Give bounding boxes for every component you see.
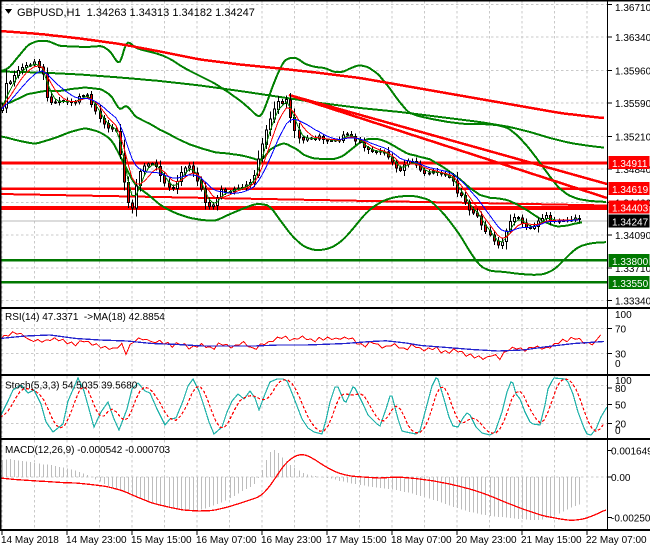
svg-text:30: 30	[615, 349, 627, 360]
svg-text:1.33800: 1.33800	[612, 257, 649, 268]
svg-text:20 May 23:00: 20 May 23:00	[456, 535, 517, 546]
svg-text:MACD(12,26,9) -0.000542 -0.000: MACD(12,26,9) -0.000542 -0.000703	[5, 445, 171, 456]
svg-text:Stoch(5,3,3) 54.5035 39.5680: Stoch(5,3,3) 54.5035 39.5680	[5, 381, 138, 392]
svg-text:1.34090: 1.34090	[615, 231, 650, 242]
svg-text:0: 0	[615, 426, 621, 437]
svg-text:1.35960: 1.35960	[615, 67, 650, 78]
svg-text:1.36340: 1.36340	[615, 33, 650, 44]
svg-text:80: 80	[615, 384, 627, 395]
svg-text:0.00: 0.00	[611, 473, 631, 484]
svg-text:1.34840: 1.34840	[615, 165, 650, 176]
svg-text:0: 0	[615, 359, 621, 370]
svg-text:18 May 07:00: 18 May 07:00	[391, 535, 452, 546]
svg-text:50: 50	[615, 401, 627, 412]
svg-text:1.34911: 1.34911	[612, 159, 648, 170]
svg-text:0.001649: 0.001649	[611, 447, 650, 458]
svg-text:16 May 07:00: 16 May 07:00	[196, 535, 257, 546]
svg-text:14 May 2018: 14 May 2018	[1, 535, 59, 546]
svg-text:GBPUSD,H1 1.34263 1.34313 1.3: GBPUSD,H1 1.34263 1.34313 1.34182 1.3424…	[17, 7, 255, 19]
svg-text:70: 70	[615, 325, 627, 336]
svg-text:1.33710: 1.33710	[615, 264, 650, 275]
svg-text:20: 20	[615, 420, 627, 431]
svg-text:RSI(14) 47.3371 ->MA(18) 42.8: RSI(14) 47.3371 ->MA(18) 42.8854	[5, 312, 165, 323]
svg-text:17 May 15:00: 17 May 15:00	[326, 535, 387, 546]
svg-text:16 May 23:00: 16 May 23:00	[261, 535, 322, 546]
svg-text:100: 100	[615, 310, 632, 321]
svg-text:21 May 15:00: 21 May 15:00	[521, 535, 582, 546]
svg-text:14 May 23:00: 14 May 23:00	[66, 535, 127, 546]
svg-text:1.35210: 1.35210	[615, 132, 650, 143]
svg-text:1.33340: 1.33340	[615, 297, 650, 308]
svg-text:15 May 15:00: 15 May 15:00	[131, 535, 192, 546]
svg-text:100: 100	[615, 376, 632, 387]
svg-text:1.34619: 1.34619	[612, 185, 649, 196]
svg-text:1.35590: 1.35590	[615, 99, 650, 110]
svg-text:1.34247: 1.34247	[612, 218, 649, 229]
svg-text:1.34403: 1.34403	[612, 204, 649, 215]
svg-text:1.33550: 1.33550	[612, 279, 649, 290]
svg-text:1.36710: 1.36710	[615, 3, 650, 14]
svg-text:22 May 07:00: 22 May 07:00	[586, 535, 647, 546]
svg-text:-0.002507: -0.002507	[611, 513, 650, 524]
